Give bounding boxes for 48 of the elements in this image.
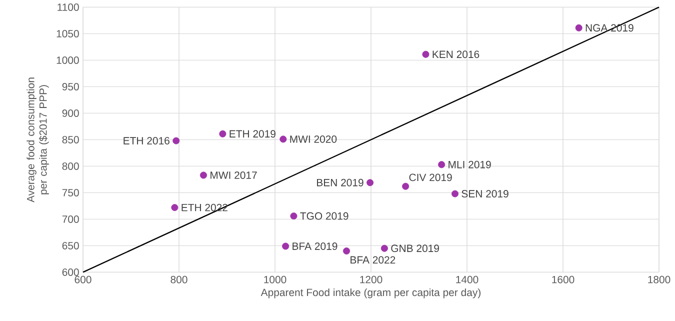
point [380, 244, 388, 252]
y-tick-label: 1100 [58, 3, 79, 11]
y-tick-label: 600 [62, 268, 79, 276]
point [280, 136, 287, 143]
y-tick-label: 750 [62, 188, 79, 196]
y-tick-label: 1000 [56, 56, 79, 64]
annotation: BFA 2019 [292, 242, 338, 250]
annotation: MLI 2019 [448, 160, 491, 168]
annotation: BEN 2019 [317, 178, 364, 186]
annotation: CIV 2019 [409, 174, 452, 182]
x-tick-label: 1000 [264, 276, 286, 284]
x-tick-label: 1400 [456, 276, 478, 284]
point [366, 179, 374, 186]
point [438, 161, 446, 168]
y-tick-label: 700 [62, 215, 79, 223]
annotation: ETH 2016 [124, 136, 170, 144]
x-axis-title: Apparent Food intake (gram per capita per day) [260, 288, 480, 298]
point [200, 172, 207, 179]
point [402, 182, 410, 190]
x-tick-label: 1200 [360, 276, 382, 284]
x-tick-label: 1600 [552, 276, 574, 284]
annotation: BFA 2022 [350, 256, 396, 264]
y-tick-label: 1050 [56, 30, 79, 38]
annotation: MWI 2020 [290, 135, 337, 143]
point [575, 24, 582, 32]
y-tick-label: 850 [62, 136, 79, 144]
annotation: GNB 2019 [391, 244, 439, 252]
point [172, 137, 180, 144]
point [171, 204, 178, 211]
point [219, 130, 226, 138]
x-tick-label: 600 [74, 276, 92, 284]
point [290, 212, 298, 220]
point [452, 190, 459, 198]
x-tick-label: 1800 [648, 276, 670, 284]
y-tick-label: 950 [62, 82, 79, 90]
y-tick-label: 900 [62, 109, 79, 117]
point [422, 50, 430, 58]
y-axis-title: Average food consumption per capita ($2017 PPP) [26, 78, 49, 202]
annotation: TGO 2019 [300, 212, 348, 220]
point [282, 242, 290, 250]
point [343, 247, 350, 254]
annotation: SEN 2019 [462, 190, 508, 198]
annotation: KEN 2016 [432, 50, 480, 58]
annotation: ETH 2019 [230, 130, 276, 138]
annotation: MWI 2017 [210, 171, 257, 179]
y-tick-label: 650 [62, 242, 79, 250]
y-tick-label: 800 [62, 162, 79, 170]
x-tick-label: 800 [170, 276, 188, 284]
